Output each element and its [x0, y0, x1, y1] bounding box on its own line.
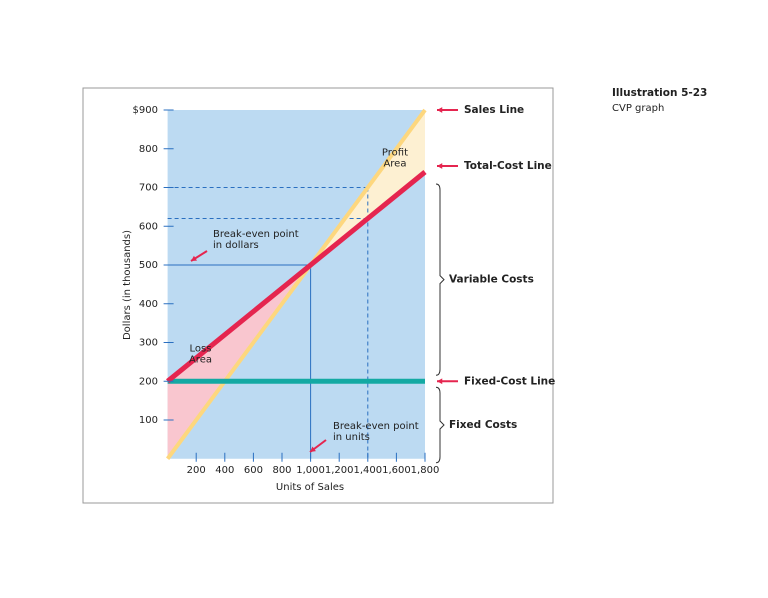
arrow-head	[310, 446, 316, 452]
break-even-units-label: Break-even point	[333, 421, 419, 432]
arrow-head	[191, 255, 197, 261]
y-tick-label: 600	[139, 221, 158, 232]
y-tick-label: 300	[139, 338, 158, 349]
variable-brace-label: Variable Costs	[449, 274, 534, 286]
y-tick-label: 200	[139, 376, 158, 387]
legend-label: Sales Line	[464, 104, 524, 116]
x-tick-label: 1,400	[353, 465, 382, 476]
legend-label: Fixed-Cost Line	[464, 375, 555, 387]
loss-area-label: Area	[189, 354, 212, 365]
break-even-units-label: in units	[333, 432, 370, 443]
x-axis-label: Units of Sales	[276, 482, 344, 493]
x-tick-label: 1,800	[411, 465, 440, 476]
loss-area-label: Loss	[190, 343, 212, 354]
series-line	[165, 108, 427, 460]
x-tick-label: 400	[215, 465, 234, 476]
y-tick-label: $900	[133, 105, 158, 116]
y-tick-label: 800	[139, 144, 158, 155]
x-tick-label: 1,200	[325, 465, 354, 476]
break-even-dollars-label: Break-even point	[213, 229, 299, 240]
caption-title: Illustration 5-23	[612, 87, 707, 99]
y-tick-label: 700	[139, 183, 158, 194]
legend-arrow-head	[437, 163, 443, 169]
break-even-dollars-label: in dollars	[213, 240, 259, 251]
legend-arrow-head	[437, 107, 443, 113]
caption-subtitle: CVP graph	[612, 103, 664, 114]
y-tick-label: 500	[139, 260, 158, 271]
fixed-brace-label: Fixed Costs	[449, 419, 517, 431]
x-tick-label: 1,600	[382, 465, 411, 476]
y-axis-label: Dollars (in thousands)	[122, 230, 133, 340]
legend-arrow-head	[437, 378, 443, 385]
variable-brace	[435, 183, 445, 376]
legend-label: Total-Cost Line	[464, 160, 552, 172]
y-tick-label: 400	[139, 299, 158, 310]
series-line	[166, 170, 427, 384]
fixed-brace	[435, 386, 445, 464]
x-tick-label: 1,000	[296, 465, 325, 476]
x-tick-label: 200	[187, 465, 206, 476]
x-tick-label: 600	[244, 465, 263, 476]
profit-area-label: Profit	[382, 148, 408, 159]
y-tick-label: 100	[139, 415, 158, 426]
profit-area-label: Area	[383, 159, 406, 170]
x-tick-label: 800	[272, 465, 291, 476]
